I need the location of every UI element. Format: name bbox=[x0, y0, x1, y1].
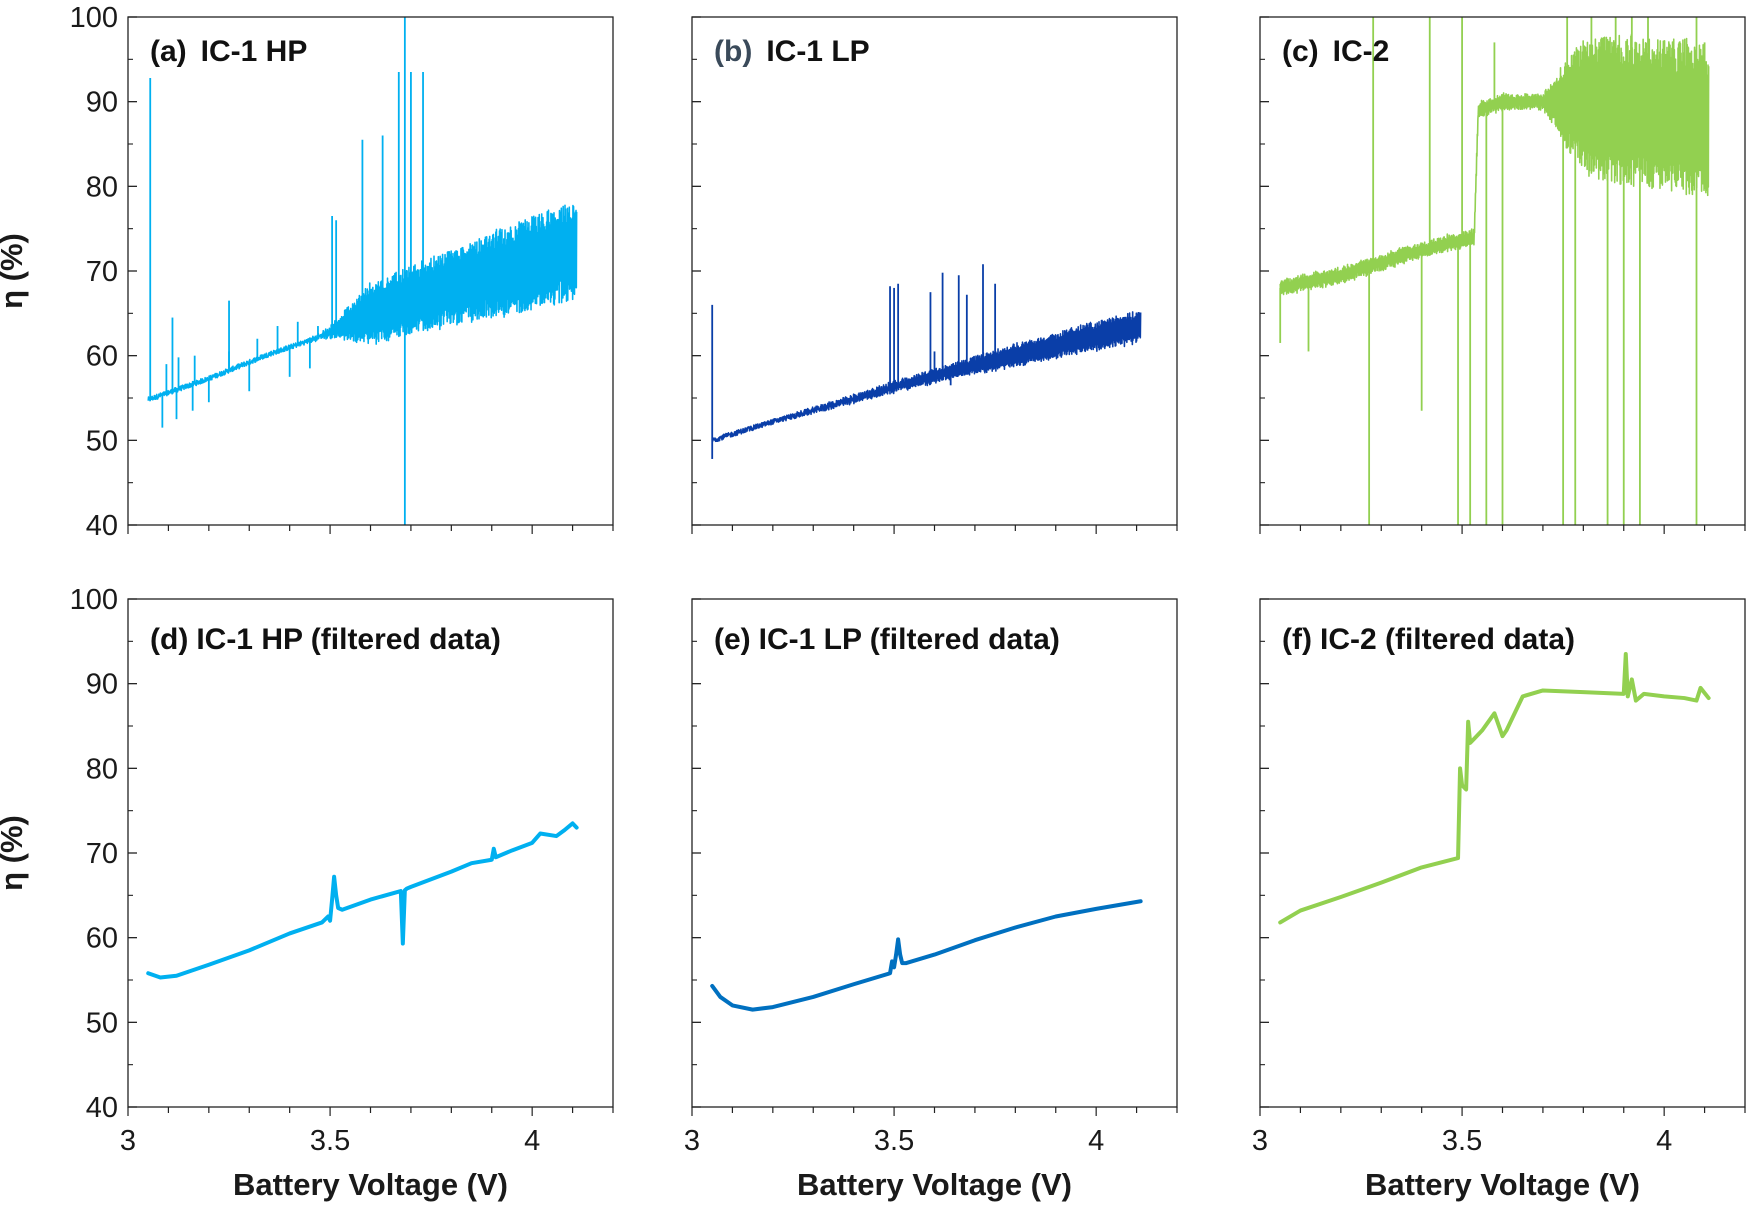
panel-letter-f: (f) bbox=[1282, 623, 1312, 656]
panel-title-b: (b) IC-1 LP bbox=[714, 35, 870, 68]
y-tick-label-d-2: 60 bbox=[86, 923, 118, 955]
y-tick-label-a-4: 80 bbox=[86, 171, 118, 203]
panel-label-f: IC-2 (filtered data) bbox=[1320, 623, 1575, 656]
panel-title-c: (c) IC-2 bbox=[1282, 35, 1389, 68]
panel-label-d: IC-1 HP (filtered data) bbox=[196, 623, 501, 656]
x-tick-label-d-0: 3 bbox=[120, 1125, 136, 1157]
y-tick-label-d-3: 70 bbox=[86, 838, 118, 870]
x-tick-label-f-0: 3 bbox=[1252, 1125, 1268, 1157]
x-tick-label-f-2: 4 bbox=[1656, 1125, 1672, 1157]
y-axis-title-a: η (%) bbox=[0, 233, 29, 309]
x-tick-label-e-2: 4 bbox=[1088, 1125, 1104, 1157]
panel-label-b: IC-1 LP bbox=[766, 35, 869, 68]
series-line-b bbox=[711, 311, 1142, 443]
panel-d-data bbox=[146, 821, 579, 980]
panel-label-e: IC-1 LP (filtered data) bbox=[759, 623, 1060, 656]
panel-e: 3 3.5 4 Battery Voltage (V) (e) IC-1 LP (filt… bbox=[684, 598, 1178, 1202]
x-tick-label-e-0: 3 bbox=[684, 1125, 700, 1157]
plot-frame-d bbox=[127, 598, 614, 1108]
y-tick-label-d-1: 50 bbox=[86, 1007, 118, 1039]
y-tick-label-a-2: 60 bbox=[86, 341, 118, 373]
x-axis-title-f: Battery Voltage (V) bbox=[1365, 1167, 1640, 1202]
series-line-e bbox=[710, 899, 1143, 1012]
panel-letter-b: (b) bbox=[714, 35, 752, 68]
panel-a: 40 50 60 70 80 90 100 η (%) (a) IC-1 HP bbox=[0, 2, 614, 542]
y-tick-label-a-1: 50 bbox=[86, 425, 118, 457]
y-tick-label-d-6: 100 bbox=[70, 584, 118, 616]
x-tick-label-e-1: 3.5 bbox=[874, 1125, 914, 1157]
y-tick-label-a-6: 100 bbox=[70, 2, 118, 34]
panel-d: 40 50 60 70 80 90 100 3 3.5 4 Battery Voltage (V) η… bbox=[0, 584, 614, 1202]
panel-letter-d: (d) bbox=[150, 623, 188, 656]
panel-title-e: (e) IC-1 LP (filtered data) bbox=[714, 623, 1060, 656]
panel-letter-a: (a) bbox=[150, 35, 187, 68]
panel-f-data bbox=[1278, 652, 1711, 925]
y-axis-title-d: η (%) bbox=[0, 815, 29, 891]
y-tick-label-d-0: 40 bbox=[86, 1092, 118, 1124]
panel-letter-e: (e) bbox=[714, 623, 751, 656]
panel-title-a: (a) IC-1 HP bbox=[150, 35, 307, 68]
x-tick-label-d-1: 3.5 bbox=[310, 1125, 350, 1157]
y-tick-label-a-0: 40 bbox=[86, 510, 118, 542]
panel-f: 3 3.5 4 Battery Voltage (V) (f) IC-2 (filtere… bbox=[1252, 598, 1746, 1202]
panel-label-c: IC-2 bbox=[1333, 35, 1390, 68]
panel-title-f: (f) IC-2 (filtered data) bbox=[1282, 623, 1575, 656]
x-axis-title-e: Battery Voltage (V) bbox=[797, 1167, 1072, 1202]
x-axis-title-d: Battery Voltage (V) bbox=[233, 1167, 508, 1202]
y-tick-label-d-5: 90 bbox=[86, 669, 118, 701]
panel-letter-c: (c) bbox=[1282, 35, 1319, 68]
x-tick-label-d-2: 4 bbox=[524, 1125, 540, 1157]
panel-e-data bbox=[710, 899, 1143, 1012]
y-tick-label-a-5: 90 bbox=[86, 87, 118, 119]
panel-c: (c) IC-2 bbox=[1259, 16, 1746, 534]
plot-frame-f bbox=[1259, 598, 1746, 1108]
panel-label-a: IC-1 HP bbox=[201, 35, 308, 68]
panel-b-data bbox=[711, 264, 1142, 459]
panel-a-data bbox=[147, 17, 578, 525]
series-line-f bbox=[1278, 652, 1711, 925]
panel-c-data bbox=[1279, 17, 1710, 525]
y-tick-label-d-4: 80 bbox=[86, 753, 118, 785]
panel-b: (b) IC-1 LP bbox=[691, 16, 1178, 534]
series-line-d bbox=[146, 821, 579, 980]
plot-frame-e bbox=[691, 598, 1178, 1108]
y-tick-label-a-3: 70 bbox=[86, 256, 118, 288]
plot-frame-b bbox=[691, 16, 1178, 526]
x-tick-label-f-1: 3.5 bbox=[1442, 1125, 1482, 1157]
panel-title-d: (d) IC-1 HP (filtered data) bbox=[150, 623, 501, 656]
